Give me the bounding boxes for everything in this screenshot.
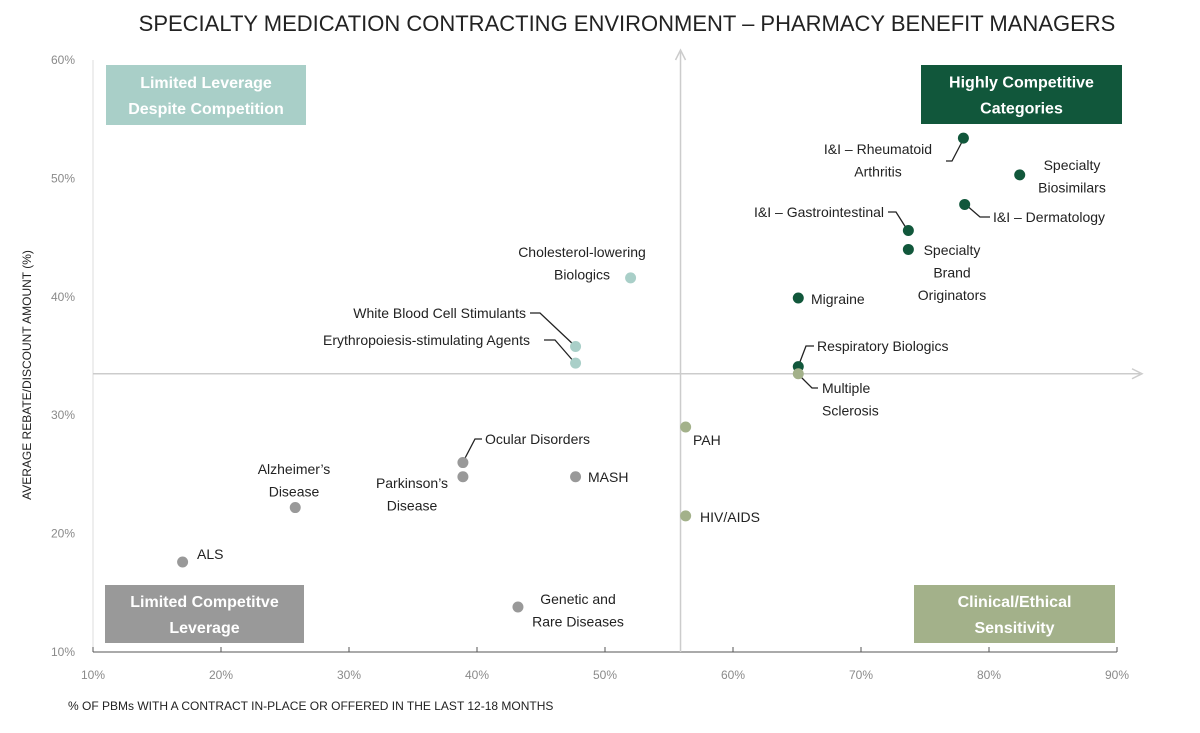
data-point — [792, 368, 804, 380]
x-tick-label: 10% — [81, 668, 105, 682]
y-tick-label: 30% — [51, 408, 75, 422]
arrow-up-icon — [674, 48, 687, 61]
x-tick-label: 90% — [1105, 668, 1129, 682]
data-point-label: White Blood Cell Stimulants — [353, 305, 526, 321]
data-point-label: Genetic and — [540, 591, 616, 607]
data-point-label: I&I – Rheumatoid — [824, 141, 932, 157]
data-point-label: Multiple — [822, 380, 870, 396]
data-point — [570, 341, 582, 353]
leader-line — [797, 345, 814, 368]
quadrant-label: Leverage — [169, 620, 239, 637]
data-point-label: Biologics — [554, 267, 610, 283]
quadrant-box-bottom-right — [914, 585, 1115, 643]
x-axis-label: % OF PBMs WITH A CONTRACT IN-PLACE OR OF… — [68, 699, 553, 713]
data-point-label: ALS — [197, 546, 223, 562]
y-tick-label: 40% — [51, 290, 75, 304]
data-point — [570, 357, 582, 369]
data-point-label: Arthritis — [854, 164, 901, 180]
y-tick-label: 10% — [51, 645, 75, 659]
leader-line — [964, 203, 990, 218]
data-point — [957, 132, 969, 144]
quadrant-label: Highly Competitive — [949, 75, 1094, 92]
y-tick-label: 50% — [51, 171, 75, 185]
data-point — [959, 198, 971, 210]
data-point-label: Alzheimer’s — [258, 461, 331, 477]
data-point — [902, 243, 914, 255]
data-point-label: PAH — [693, 432, 721, 448]
data-point-label: Brand — [933, 265, 970, 281]
data-point-label: Erythropoiesis-stimulating Agents — [323, 332, 530, 348]
x-tick-label: 80% — [977, 668, 1001, 682]
data-point-label: Migraine — [811, 291, 865, 307]
quadrant-label: Limited Competitve — [130, 594, 279, 611]
data-point-label: Biosimilars — [1038, 180, 1106, 196]
data-point — [289, 502, 301, 514]
data-point-label: Originators — [918, 287, 986, 303]
data-point — [457, 457, 469, 469]
data-point-label: Rare Diseases — [532, 614, 624, 630]
data-point-label: Parkinson’s — [376, 475, 448, 491]
quadrant-label: Despite Competition — [128, 101, 284, 118]
data-point-label: Disease — [387, 498, 438, 514]
data-point-label: Specialty — [924, 242, 981, 258]
quadrant-box-bottom-left — [105, 585, 304, 643]
x-tick-label: 30% — [337, 668, 361, 682]
data-point-label: Specialty — [1044, 157, 1101, 173]
quadrant-label: Limited Leverage — [140, 75, 272, 92]
data-point — [625, 272, 637, 284]
x-tick-label: 70% — [849, 668, 873, 682]
x-tick-label: 50% — [593, 668, 617, 682]
quadrant-box-top-right — [921, 65, 1122, 124]
leader-line — [544, 339, 576, 364]
data-point — [792, 292, 804, 304]
data-point-label: Ocular Disorders — [485, 431, 590, 447]
data-point — [177, 556, 189, 568]
data-point-label: MASH — [588, 469, 628, 485]
y-tick-label: 20% — [51, 527, 75, 541]
data-point-label: I&I – Gastrointestinal — [754, 204, 884, 220]
leader-line — [946, 137, 965, 162]
arrow-right-icon — [1131, 368, 1144, 380]
quadrant-box-top-left — [106, 65, 306, 125]
data-point — [680, 421, 692, 433]
data-point-label: I&I – Dermatology — [993, 209, 1105, 225]
leader-line — [530, 312, 576, 347]
quadrant-label: Sensitivity — [974, 620, 1054, 637]
x-tick-label: 60% — [721, 668, 745, 682]
x-tick-label: 20% — [209, 668, 233, 682]
y-tick-label: 60% — [51, 53, 75, 67]
data-point-label: Disease — [269, 484, 320, 500]
data-point-label: Respiratory Biologics — [817, 338, 949, 354]
quadrant-label: Clinical/Ethical — [958, 594, 1072, 611]
data-point-label: Cholesterol-lowering — [518, 244, 646, 260]
data-point — [1014, 169, 1026, 181]
chart-title: SPECIALTY MEDICATION CONTRACTING ENVIRON… — [139, 11, 1116, 36]
y-axis-label: AVERAGE REBATE/DISCOUNT AMOUNT (%) — [20, 250, 34, 500]
leader-line — [797, 373, 818, 389]
x-tick-label: 40% — [465, 668, 489, 682]
data-point — [902, 224, 914, 236]
leader-line — [888, 211, 909, 232]
leader-line — [462, 438, 482, 463]
data-point-label: Sclerosis — [822, 403, 879, 419]
data-point — [680, 510, 692, 522]
data-point — [570, 471, 582, 483]
data-point-label: HIV/AIDS — [700, 509, 760, 525]
quadrant-label: Categories — [980, 101, 1063, 118]
data-point — [512, 601, 524, 613]
data-point — [457, 471, 469, 483]
